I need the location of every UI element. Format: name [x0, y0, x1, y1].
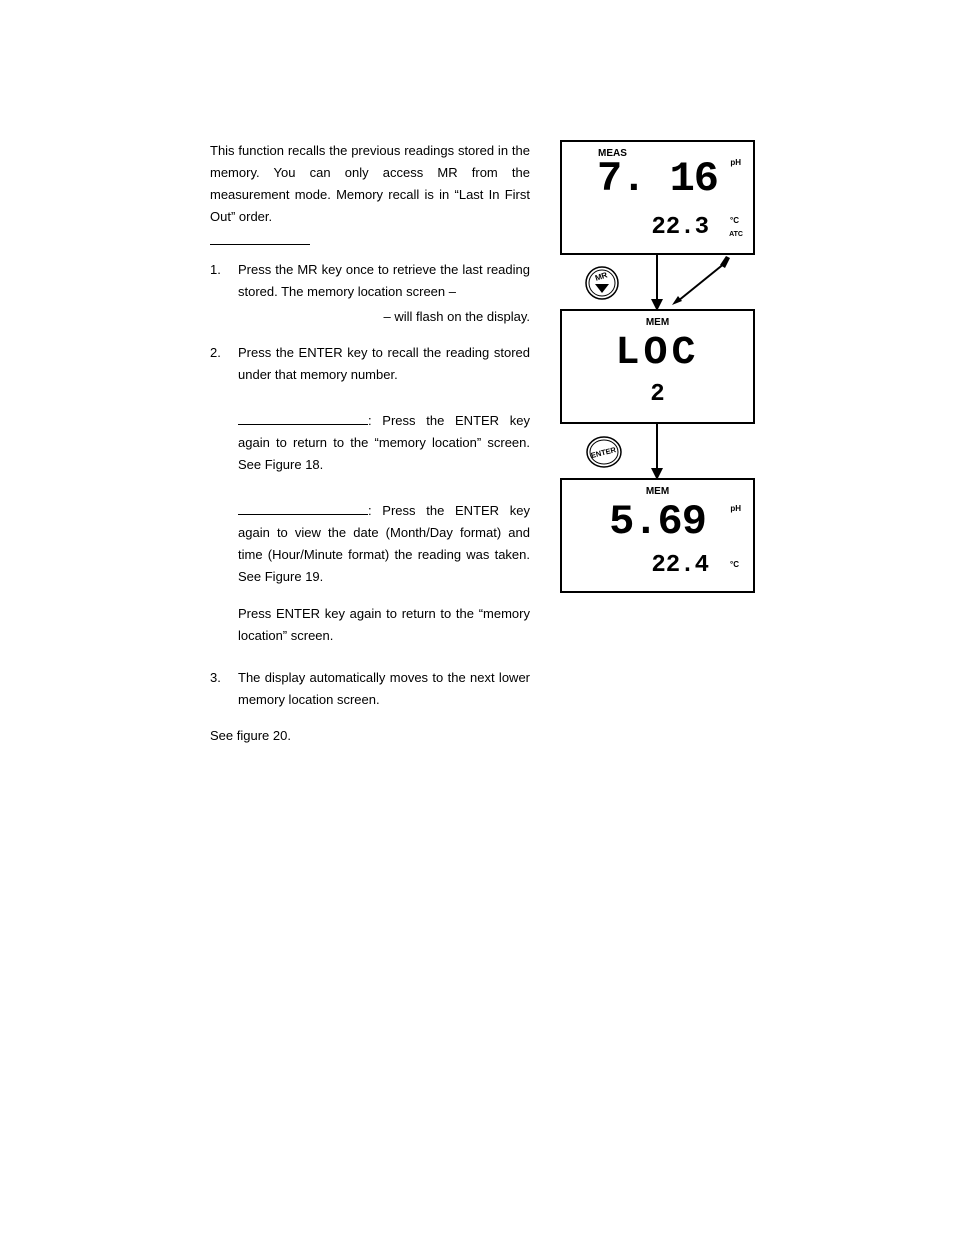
step-3-text: The display automatically moves to the n…: [238, 667, 530, 711]
steps-list-2: 3. The display automatically moves to th…: [210, 667, 530, 711]
screen3-tag: MEM: [646, 486, 669, 497]
screen1-unit-c: °C: [730, 216, 739, 225]
screen3-main: 5.69: [562, 498, 753, 546]
connector-1: MR: [560, 255, 755, 309]
sub-a-text: : Press the ENTER key again to return to…: [238, 413, 530, 472]
section-divider: [210, 244, 310, 245]
step-3: 3. The display automatically moves to th…: [210, 667, 530, 711]
screen2-main: LOC: [562, 331, 753, 376]
figure-column: MEAS pH 7. 16 °C ATC 22.3 MR: [560, 140, 755, 747]
step-2-text: Press the ENTER key to recall the readin…: [238, 342, 530, 386]
lcd-screen-3: MEM pH 5.69 °C 22.4: [560, 478, 755, 593]
screen1-sub: 22.3: [651, 214, 709, 241]
step-number: 2.: [210, 342, 238, 386]
screen3-unit-c: °C: [730, 560, 739, 569]
connector-2: ENTER: [560, 424, 755, 478]
screen3-sub: 22.4: [651, 552, 709, 579]
text-column: This function recalls the previous readi…: [210, 140, 530, 747]
screen1-main: 7. 16: [562, 155, 753, 203]
step-1-right: – will flash on the display.: [238, 306, 530, 328]
step-number: 1.: [210, 259, 238, 327]
step-2: 2. Press the ENTER key to recall the rea…: [210, 342, 530, 386]
step-number: 3.: [210, 667, 238, 711]
screen2-tag: MEM: [646, 317, 669, 328]
screen2-sub: 2: [650, 381, 664, 408]
sub-block-c: Press ENTER key again to return to the “…: [238, 603, 530, 647]
screen1-unit-atc: ATC: [729, 231, 743, 238]
see-figure-text: See figure 20.: [210, 725, 530, 747]
lcd-screen-1: MEAS pH 7. 16 °C ATC 22.3: [560, 140, 755, 255]
sub-b-text: : Press the ENTER key again to view the …: [238, 503, 530, 584]
lcd-screen-2: MEM LOC 2: [560, 309, 755, 424]
sub-block-a: : Press the ENTER key again to return to…: [238, 410, 530, 476]
sub-block-b: : Press the ENTER key again to view the …: [238, 500, 530, 588]
blank-underline: [238, 424, 368, 425]
intro-paragraph: This function recalls the previous readi…: [210, 140, 530, 228]
steps-list: 1. Press the MR key once to retrieve the…: [210, 259, 530, 385]
blank-underline: [238, 514, 368, 515]
step-1-text: Press the MR key once to retrieve the la…: [238, 262, 530, 299]
step-1: 1. Press the MR key once to retrieve the…: [210, 259, 530, 327]
